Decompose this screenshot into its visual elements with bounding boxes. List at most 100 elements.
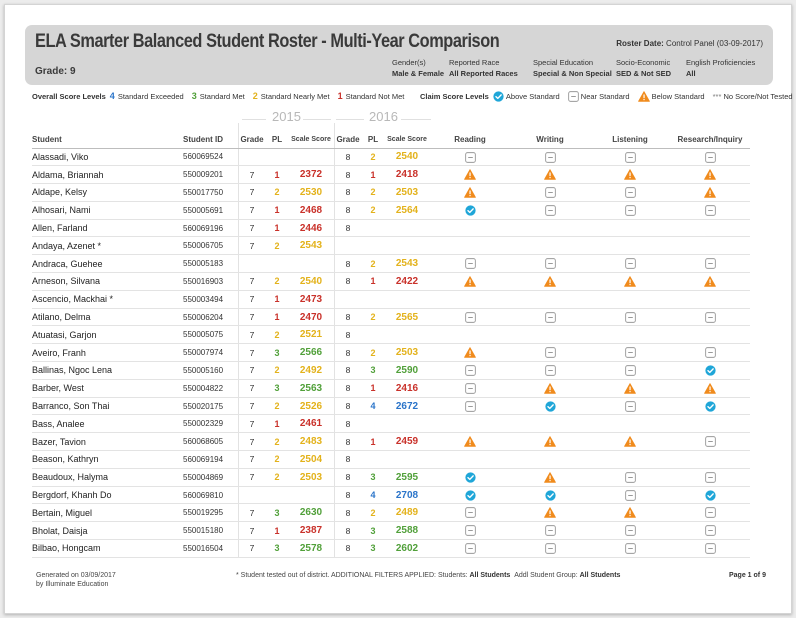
grade-2015: 7: [238, 521, 266, 541]
scale-score-2015: 2387: [288, 521, 334, 541]
student-name: Bilbao, Hongcam: [32, 539, 183, 558]
below-standard-icon: [464, 347, 476, 359]
claim-listening: [590, 379, 670, 398]
below-standard-icon: [704, 383, 716, 394]
pl-2016: [362, 325, 384, 345]
table-row: Allen, Farland 560069196 7 1 2446 8: [32, 219, 750, 238]
near-standard-icon: [704, 472, 716, 483]
pl-2015: [266, 254, 288, 274]
student-name: Alassadi, Viko: [32, 148, 183, 167]
near-standard-icon: [624, 543, 636, 554]
grade-2015: 7: [238, 361, 266, 380]
table-row: Beaudoux, Halyma 550004869 7 2 2503 8 3 2595: [32, 468, 750, 487]
student-id: 550015180: [183, 521, 238, 541]
pl-2016: 2: [362, 308, 384, 327]
page-number: Page 1 of 9: [729, 572, 766, 579]
pl-2016: 4: [362, 397, 384, 416]
below-standard-icon: [544, 383, 556, 394]
claim-reading: [430, 432, 510, 452]
student-name: Bergdorf, Khanh Do: [32, 486, 183, 505]
scale-score-2016: [384, 236, 430, 256]
near-standard-icon: [624, 347, 636, 359]
pl-2015: 2: [266, 468, 288, 487]
report-title: ELA Smarter Balanced Student Roster - Mu…: [35, 31, 500, 52]
below-standard-icon: [544, 507, 556, 519]
pl-2016: 4: [362, 486, 384, 505]
claim-reading: [430, 325, 510, 345]
scale-score-2016: [384, 290, 430, 309]
pl-2015: 1: [266, 290, 288, 309]
pl-2016: 2: [362, 201, 384, 220]
grade-2016: 8: [334, 219, 362, 238]
scale-score-2015: [288, 486, 334, 505]
near-standard-icon: [704, 311, 716, 323]
col-writing: Writing: [510, 132, 590, 149]
below-standard-icon: [624, 436, 636, 447]
claim-reading: [430, 379, 510, 398]
student-id: 550016903: [183, 272, 238, 291]
student-name: Aveiro, Franh: [32, 343, 183, 363]
claim-writing: [510, 468, 590, 487]
claim-listening: [590, 290, 670, 309]
legend-level-4: 4 Standard Exceeded: [109, 91, 184, 101]
grade-2015: 7: [238, 379, 266, 398]
scale-score-2015: 2530: [288, 183, 334, 202]
table-row: Aveiro, Franh 550007974 7 3 2566 8 2 2503: [32, 343, 750, 363]
near-standard-icon: [624, 365, 636, 376]
claim-reading: [430, 521, 510, 541]
pl-2016: 3: [362, 361, 384, 380]
claim-research-inquiry: [670, 236, 750, 256]
claim-research-inquiry: [670, 254, 750, 274]
grade-2015: 7: [238, 343, 266, 363]
table-row: Aldama, Briannah 550009201 7 1 2372 8 1 2418: [32, 165, 750, 185]
claim-writing: [510, 503, 590, 523]
pl-2016: [362, 290, 384, 309]
scale-score-2016: 2503: [384, 343, 430, 363]
scale-score-2015: 2461: [288, 414, 334, 434]
claim-reading: [430, 254, 510, 274]
student-id: 560069810: [183, 486, 238, 505]
scale-score-2015: 2468: [288, 201, 334, 220]
student-name: Bazer, Tavion: [32, 432, 183, 452]
near-standard-icon: [464, 311, 476, 323]
above-standard-icon: [704, 400, 716, 412]
scale-score-2016: [384, 450, 430, 469]
student-id: 550002329: [183, 414, 238, 434]
grade-2016: 8: [334, 397, 362, 416]
table-row: Bazer, Tavion 560068605 7 2 2483 8 1 2459: [32, 432, 750, 452]
student-name: Alhosari, Nami: [32, 201, 183, 220]
grade-2016: 8: [334, 254, 362, 274]
claim-research-inquiry: [670, 432, 750, 452]
grade-2016: [334, 236, 362, 256]
grade-2016: 8: [334, 486, 362, 505]
col-research-inquiry: Research/Inquiry: [670, 132, 750, 149]
claim-listening: [590, 503, 670, 523]
grade-2015: 7: [238, 325, 266, 345]
table-row: Bertain, Miguel 550019295 7 3 2630 8 2 2489: [32, 503, 750, 523]
below-standard-icon: [637, 91, 650, 102]
near-standard-icon: [624, 187, 636, 198]
filter-race: Reported Race All Reported Races: [449, 58, 518, 78]
grade-2015: 7: [238, 219, 266, 238]
table-row: Bass, Analee 550002329 7 1 2461 8: [32, 414, 750, 434]
table-header-row: Student Student ID Grade PL Scale Score …: [32, 132, 750, 149]
claim-listening: [590, 236, 670, 256]
near-standard-icon: [624, 400, 636, 412]
legend-level-1: 1 Standard Not Met: [337, 91, 405, 101]
near-standard-icon: [624, 311, 636, 323]
student-id: 550019295: [183, 503, 238, 523]
claim-reading: [430, 183, 510, 202]
claim-score-legend: Claim Score Levels Above Standard Near S…: [420, 91, 793, 102]
scale-score-2016: 2416: [384, 379, 430, 398]
pl-2016: 2: [362, 183, 384, 202]
near-standard-icon: [544, 543, 556, 554]
filter-english-proficiencies: English Proficiencies All: [686, 58, 756, 78]
student-name: Andaya, Azenet *: [32, 236, 183, 256]
claim-writing: [510, 272, 590, 291]
table-row: Beason, Kathryn 560069194 7 2 2504 8: [32, 450, 750, 469]
scale-score-2016: [384, 219, 430, 238]
scale-score-2015: 2473: [288, 290, 334, 309]
student-name: Bertain, Miguel: [32, 503, 183, 523]
pl-2015: 3: [266, 503, 288, 523]
report-header: ELA Smarter Balanced Student Roster - Mu…: [25, 25, 773, 85]
